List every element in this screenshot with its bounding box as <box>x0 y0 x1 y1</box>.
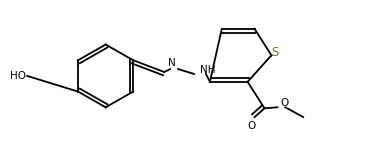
Text: N: N <box>168 58 176 68</box>
Text: S: S <box>272 46 279 59</box>
Text: NH: NH <box>200 65 216 75</box>
Text: O: O <box>280 98 289 108</box>
Text: O: O <box>247 121 256 131</box>
Text: HO: HO <box>10 71 26 81</box>
